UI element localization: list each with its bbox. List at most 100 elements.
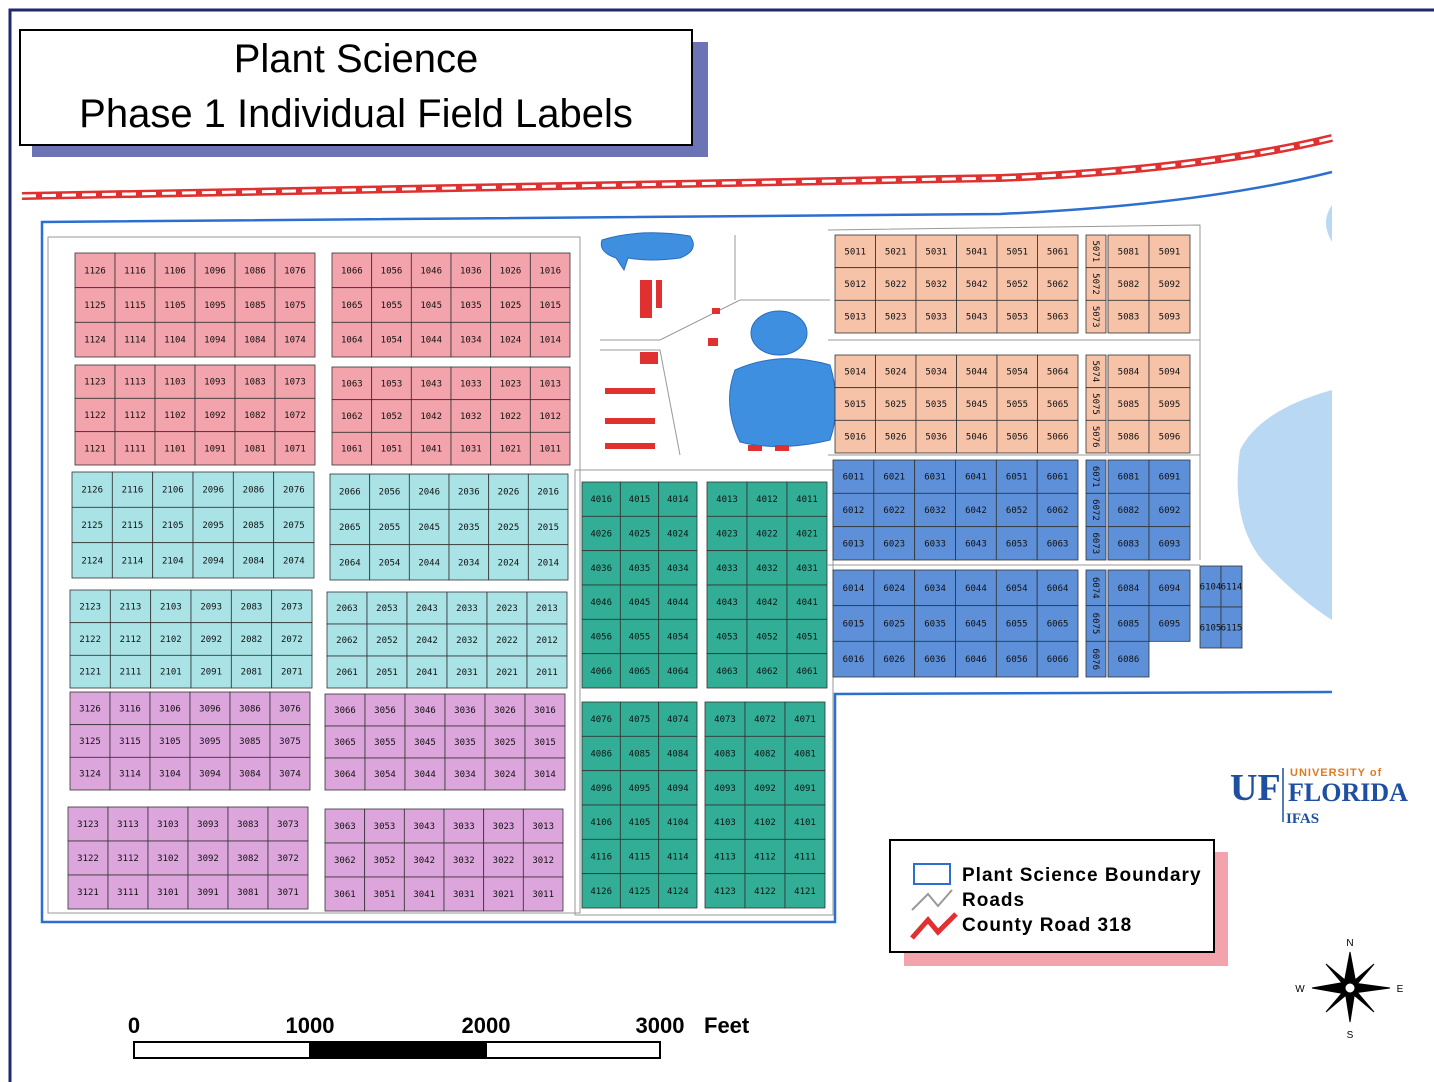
field-label: 2093 [200,602,222,612]
field-label: 6016 [843,655,865,665]
field-label: 2091 [200,668,222,678]
field-label: 6033 [924,539,946,549]
field-label: 4073 [714,715,736,725]
field-label: 3046 [414,706,436,716]
field-label: 1016 [539,266,561,276]
field-label: 3063 [334,822,356,832]
field-label: 4116 [590,853,612,863]
field-label: 1063 [341,379,363,389]
field-label: 6025 [883,620,905,630]
field-label: 3045 [414,738,436,748]
field-label: 6076 [1090,648,1100,670]
field-label: 1052 [381,412,403,422]
field-label: 4051 [796,633,818,643]
field-label: 6044 [965,584,987,594]
field-label: 1085 [244,301,266,311]
field-label: 5066 [1047,433,1069,443]
field-label: 3105 [159,737,181,747]
field-label: 1022 [500,412,522,422]
field-label: 1054 [381,336,403,346]
field-label: 2044 [418,558,440,568]
field-label: 1072 [284,411,306,421]
field-label: 1071 [284,444,306,454]
field-label: 3066 [334,706,356,716]
field-label: 5045 [966,400,988,410]
field-label: 4061 [796,667,818,677]
field-label: 3076 [279,704,301,714]
field-label: 3081 [237,888,259,898]
field-label: 5056 [1006,433,1028,443]
page: 1126111611061096108610761125111511051095… [0,0,1434,1082]
scale-segment [486,1042,660,1058]
field-label: 2071 [281,668,303,678]
field-label: 6091 [1159,473,1181,483]
field-label: 3104 [159,770,181,780]
field-label: 4095 [629,784,651,794]
field-label: 2053 [376,604,398,614]
field-label: 5011 [844,247,866,257]
logo-uf: UF [1230,767,1281,809]
field-label: 2034 [458,558,480,568]
field-label: 2042 [416,636,438,646]
legend-swatch [914,864,950,884]
field-label: 5051 [1006,247,1028,257]
field-label: 6065 [1047,620,1069,630]
field-label: 5035 [925,400,947,410]
field-label: 2024 [498,558,520,568]
field-label: 3021 [493,890,515,900]
field-label: 4036 [590,564,612,574]
field-label: 2063 [336,604,358,614]
legend-label: County Road 318 [962,915,1132,936]
field-label: 2033 [456,604,478,614]
field-label: 4123 [714,887,736,897]
field-label: 2051 [376,668,398,678]
field-label: 4015 [629,495,651,505]
field-label: 2014 [537,558,559,568]
field-label: 4113 [714,853,736,863]
field-label: 4112 [754,853,776,863]
field-label: 6062 [1047,506,1069,516]
field-label: 3044 [414,770,436,780]
field-label: 4024 [667,530,689,540]
field-label: 5014 [844,367,866,377]
field-label: 3106 [159,704,181,714]
field-label: 1104 [164,336,186,346]
field-label: 2062 [336,636,358,646]
field-label: 2035 [458,523,480,533]
field-label: 1053 [381,379,403,389]
title: Plant Science [234,37,479,81]
field-label: 3024 [494,770,516,780]
field-label: 4023 [716,530,738,540]
field-label: 3052 [374,856,396,866]
field-label: 3054 [374,770,396,780]
field-label: 1024 [500,336,522,346]
field-label: 4014 [667,495,689,505]
field-label: 1091 [204,444,226,454]
field-label: 2073 [281,602,303,612]
field-label: 6046 [965,655,987,665]
field-label: 4101 [794,818,816,828]
field-label: 6114 [1221,583,1243,593]
field-label: 4115 [629,853,651,863]
field-label: 4054 [667,633,689,643]
field-label: 4126 [590,887,612,897]
field-label: 2032 [456,636,478,646]
field-label: 2011 [536,668,558,678]
field-label: 4125 [629,887,651,897]
field-label: 5094 [1159,367,1181,377]
field-label: 1055 [381,301,403,311]
scale-label: 0 [128,1013,140,1038]
field-label: 2076 [283,486,305,496]
field-label: 3055 [374,738,396,748]
field-label: 2036 [458,488,480,498]
field-label: 4042 [756,598,778,608]
field-label: 1026 [500,266,522,276]
field-label: 4046 [590,598,612,608]
field-label: 4092 [754,784,776,794]
field-label: 3094 [199,770,221,780]
field-label: 2046 [418,488,440,498]
field-label: 2075 [283,521,305,531]
field-label: 2086 [243,486,265,496]
field-label: 4074 [667,715,689,725]
field-label: 5016 [844,433,866,443]
